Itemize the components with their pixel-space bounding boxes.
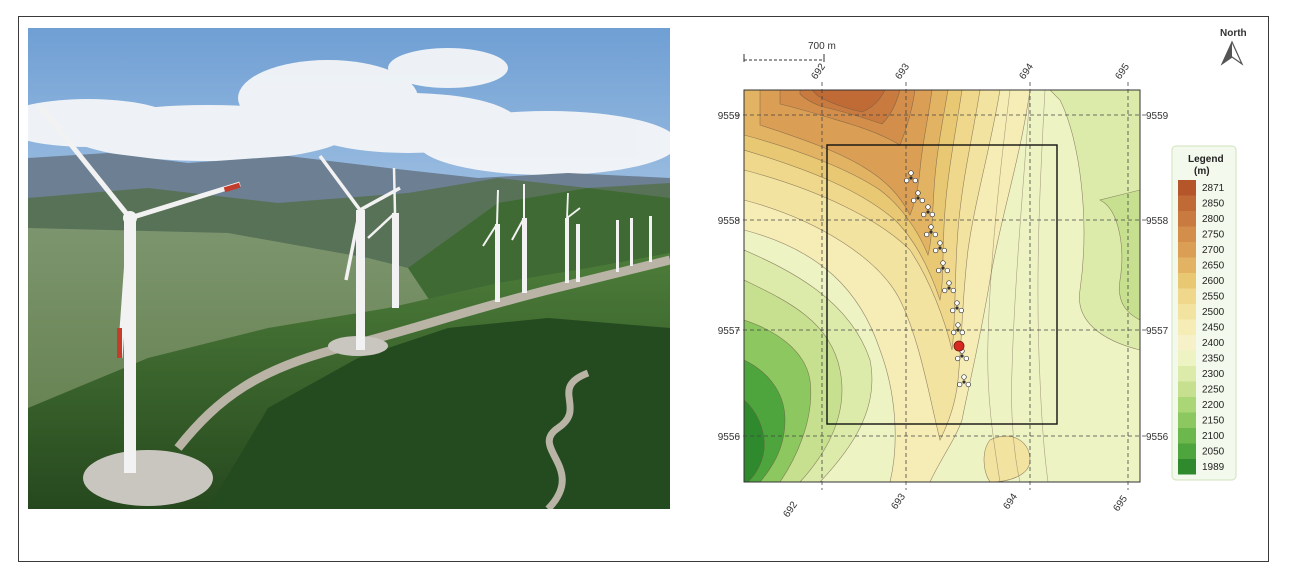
legend-label: 2450 bbox=[1202, 323, 1225, 334]
legend-label: 2871 bbox=[1202, 183, 1225, 194]
legend-label: 2250 bbox=[1202, 385, 1225, 396]
turbine-icon bbox=[936, 260, 950, 274]
legend-swatch bbox=[1178, 195, 1196, 211]
turbine-icon bbox=[921, 204, 935, 218]
grid bbox=[736, 82, 1148, 490]
turbine-icon bbox=[933, 240, 947, 254]
turbine-icon bbox=[904, 170, 918, 184]
contour-band bbox=[983, 435, 1031, 482]
x-tick-top-695: 695 bbox=[1113, 61, 1132, 81]
elevation-map: 700 m North 692 693 694 695 692 693 694 … bbox=[700, 20, 1260, 520]
legend-label: 2600 bbox=[1202, 276, 1225, 287]
legend-label: 2800 bbox=[1202, 214, 1225, 225]
legend-label: 2700 bbox=[1202, 245, 1225, 256]
y-tick-left-9557: 9557 bbox=[718, 326, 741, 337]
x-tick-bottom-693: 693 bbox=[889, 491, 908, 511]
legend-label: 2400 bbox=[1202, 338, 1225, 349]
legend-title: Legend bbox=[1188, 154, 1224, 165]
x-tick-top-692: 692 bbox=[809, 61, 828, 81]
legend-swatch bbox=[1178, 350, 1196, 366]
y-tick-right-9556: 9556 bbox=[1146, 432, 1169, 443]
legend-label: 2300 bbox=[1202, 369, 1225, 380]
turbine-icon bbox=[924, 224, 938, 238]
turbine-markers bbox=[904, 170, 971, 388]
legend-swatch bbox=[1178, 273, 1196, 289]
legend-label: 2500 bbox=[1202, 307, 1225, 318]
study-area-boundary bbox=[826, 144, 1058, 425]
y-tick-right-9559: 9559 bbox=[1146, 111, 1169, 122]
legend-swatch bbox=[1178, 397, 1196, 413]
contour-map-svg: 700 m North 692 693 694 695 692 693 694 … bbox=[718, 28, 1247, 520]
turbine-icon bbox=[951, 322, 965, 336]
elevation-legend: Legend (m) 2871 2850 2800 2750 2700 2650 2600 2… bbox=[1171, 145, 1237, 481]
turbine-icon bbox=[955, 348, 969, 362]
y-tick-right-9557: 9557 bbox=[1146, 326, 1169, 337]
legend-label: 2750 bbox=[1202, 230, 1225, 241]
y-tick-left-9559: 9559 bbox=[718, 111, 741, 122]
legend-label: 2200 bbox=[1202, 400, 1225, 411]
legend-swatch bbox=[1178, 428, 1196, 444]
legend-swatch bbox=[1178, 366, 1196, 382]
contour-line bbox=[1011, 90, 1031, 482]
legend-swatch bbox=[1178, 304, 1196, 320]
legend-swatch bbox=[1178, 180, 1196, 196]
wind-farm-illustration bbox=[28, 28, 670, 509]
legend-swatch bbox=[1178, 381, 1196, 397]
legend-label: 2100 bbox=[1202, 431, 1225, 442]
x-tick-top-693: 693 bbox=[893, 61, 912, 81]
legend-label: 2550 bbox=[1202, 292, 1225, 303]
contour-band bbox=[811, 90, 886, 113]
scale-bar: 700 m bbox=[743, 41, 836, 62]
y-tick-left-9558: 9558 bbox=[718, 216, 741, 227]
legend-swatch bbox=[1178, 242, 1196, 258]
legend-label: 1989 bbox=[1202, 462, 1225, 473]
turbine-icon bbox=[957, 374, 971, 388]
legend-swatch bbox=[1178, 211, 1196, 227]
turbine-icon bbox=[942, 280, 956, 294]
legend-swatch bbox=[1178, 335, 1196, 351]
contour-line bbox=[987, 90, 1011, 482]
scale-label: 700 m bbox=[808, 41, 836, 52]
x-tick-bottom-695: 695 bbox=[1111, 493, 1130, 513]
contour-band bbox=[744, 399, 765, 482]
wind-farm-photo bbox=[28, 28, 670, 509]
y-tick-left-9556: 9556 bbox=[718, 432, 741, 443]
elevation-bands bbox=[744, 90, 1140, 482]
contour-line bbox=[1037, 90, 1049, 482]
legend-swatch bbox=[1178, 257, 1196, 273]
north-arrow: North bbox=[1220, 28, 1247, 66]
legend-label: 2350 bbox=[1202, 354, 1225, 365]
contour-band bbox=[1099, 189, 1140, 321]
legend-swatch bbox=[1178, 319, 1196, 335]
y-tick-right-9558: 9558 bbox=[1146, 216, 1169, 227]
x-tick-top-694: 694 bbox=[1017, 61, 1036, 81]
legend-swatch bbox=[1178, 412, 1196, 428]
legend-label: 2650 bbox=[1202, 261, 1225, 272]
selected-turbine-marker bbox=[953, 340, 965, 352]
north-label: North bbox=[1220, 28, 1247, 39]
turbine-icon bbox=[911, 190, 925, 204]
legend-label: 2050 bbox=[1202, 447, 1225, 458]
map-border bbox=[743, 89, 1141, 483]
legend-swatch bbox=[1178, 443, 1196, 459]
x-tick-bottom-692: 692 bbox=[781, 499, 800, 519]
legend-label: 2150 bbox=[1202, 416, 1225, 427]
legend-unit: (m) bbox=[1194, 166, 1210, 177]
turbine-icon bbox=[950, 300, 964, 314]
x-tick-bottom-694: 694 bbox=[1001, 491, 1020, 511]
legend-swatch bbox=[1178, 288, 1196, 304]
legend-swatch bbox=[1178, 459, 1196, 475]
legend-label: 2850 bbox=[1202, 199, 1225, 210]
north-arrow-shade bbox=[1222, 42, 1232, 64]
legend-swatch bbox=[1178, 226, 1196, 242]
